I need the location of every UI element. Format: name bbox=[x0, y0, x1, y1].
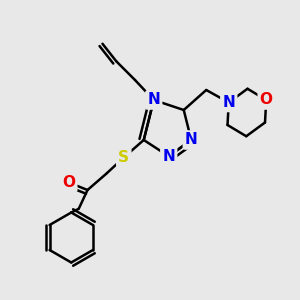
Text: N: N bbox=[185, 133, 198, 148]
Text: N: N bbox=[222, 95, 235, 110]
Text: N: N bbox=[162, 149, 175, 164]
Text: O: O bbox=[62, 175, 75, 190]
Text: S: S bbox=[118, 150, 129, 165]
Text: O: O bbox=[260, 92, 273, 107]
Text: N: N bbox=[147, 92, 160, 107]
